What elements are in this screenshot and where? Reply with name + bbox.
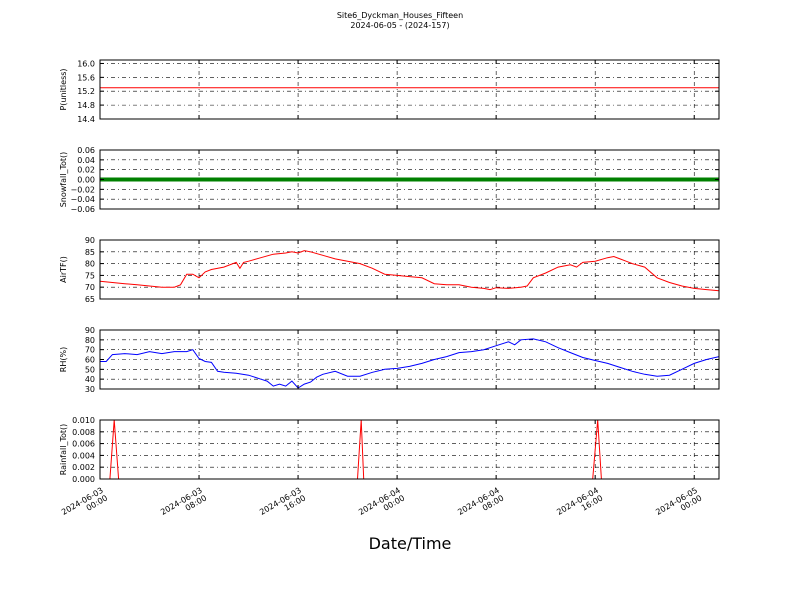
x-tick-label: 2024-06-0300:00	[60, 486, 109, 525]
y-axis-label: AirTF()	[59, 256, 68, 283]
x-tick-label: 2024-06-0308:00	[159, 486, 208, 525]
x-tick-label: 2024-06-0408:00	[456, 486, 505, 525]
y-tick-label: 60	[85, 356, 95, 365]
y-axis-label: RH(%)	[59, 347, 68, 372]
y-tick-label: 50	[85, 365, 95, 374]
chart-title: Site6_Dyckman_Houses_Fifteen	[336, 11, 464, 20]
series-line	[100, 250, 719, 292]
y-tick-label: 90	[85, 236, 95, 245]
series-line	[100, 338, 719, 389]
y-tick-label: 40	[85, 375, 95, 384]
y-tick-label: 0.000	[72, 475, 95, 484]
panel-frame	[99, 59, 720, 120]
y-tick-label: 70	[85, 346, 95, 355]
y-tick-label: 0.010	[72, 416, 95, 425]
y-tick-label: 15.2	[77, 87, 95, 96]
y-tick-label: 75	[85, 271, 95, 280]
y-tick-label: 0.004	[72, 451, 95, 460]
y-tick-label: −0.06	[70, 205, 95, 214]
panel-frame	[99, 419, 720, 480]
x-tick-label: 2024-06-0500:00	[654, 486, 703, 525]
y-tick-label: 90	[85, 326, 95, 335]
y-tick-label: 14.8	[77, 101, 95, 110]
x-tick-label: 2024-06-0316:00	[258, 486, 307, 525]
y-axis-label: Snowfall_Tot()	[59, 152, 68, 208]
y-tick-label: 30	[85, 385, 95, 394]
y-tick-label: 16.0	[77, 59, 95, 68]
panel-frame	[99, 239, 720, 300]
y-tick-label: 0.008	[72, 428, 95, 437]
x-tick-label: 2024-06-0400:00	[357, 486, 406, 525]
y-tick-label: 0.006	[72, 440, 95, 449]
y-axis-label: Rainfall_Tot()	[59, 424, 68, 476]
y-tick-label: 0.002	[72, 463, 95, 472]
y-tick-label: 0.02	[77, 166, 95, 175]
series-line	[100, 420, 719, 479]
y-tick-label: 0.06	[77, 146, 95, 155]
y-tick-label: 14.4	[77, 115, 95, 124]
y-tick-label: 85	[85, 248, 95, 257]
y-axis-label: P(unitless)	[59, 68, 68, 110]
y-tick-label: −0.04	[70, 195, 95, 204]
y-tick-label: 70	[85, 283, 95, 292]
y-tick-label: 0.04	[77, 156, 95, 165]
y-tick-label: −0.02	[70, 185, 95, 194]
y-tick-label: 80	[85, 260, 95, 269]
x-tick-label: 2024-06-0416:00	[555, 486, 604, 525]
y-tick-label: 15.6	[77, 73, 95, 82]
chart-subtitle: 2024-06-05 - (2024-157)	[350, 21, 450, 30]
y-tick-label: 0.00	[77, 176, 95, 185]
y-tick-label: 65	[85, 295, 95, 304]
y-tick-label: 80	[85, 336, 95, 345]
x-axis-label: Date/Time	[368, 534, 452, 553]
